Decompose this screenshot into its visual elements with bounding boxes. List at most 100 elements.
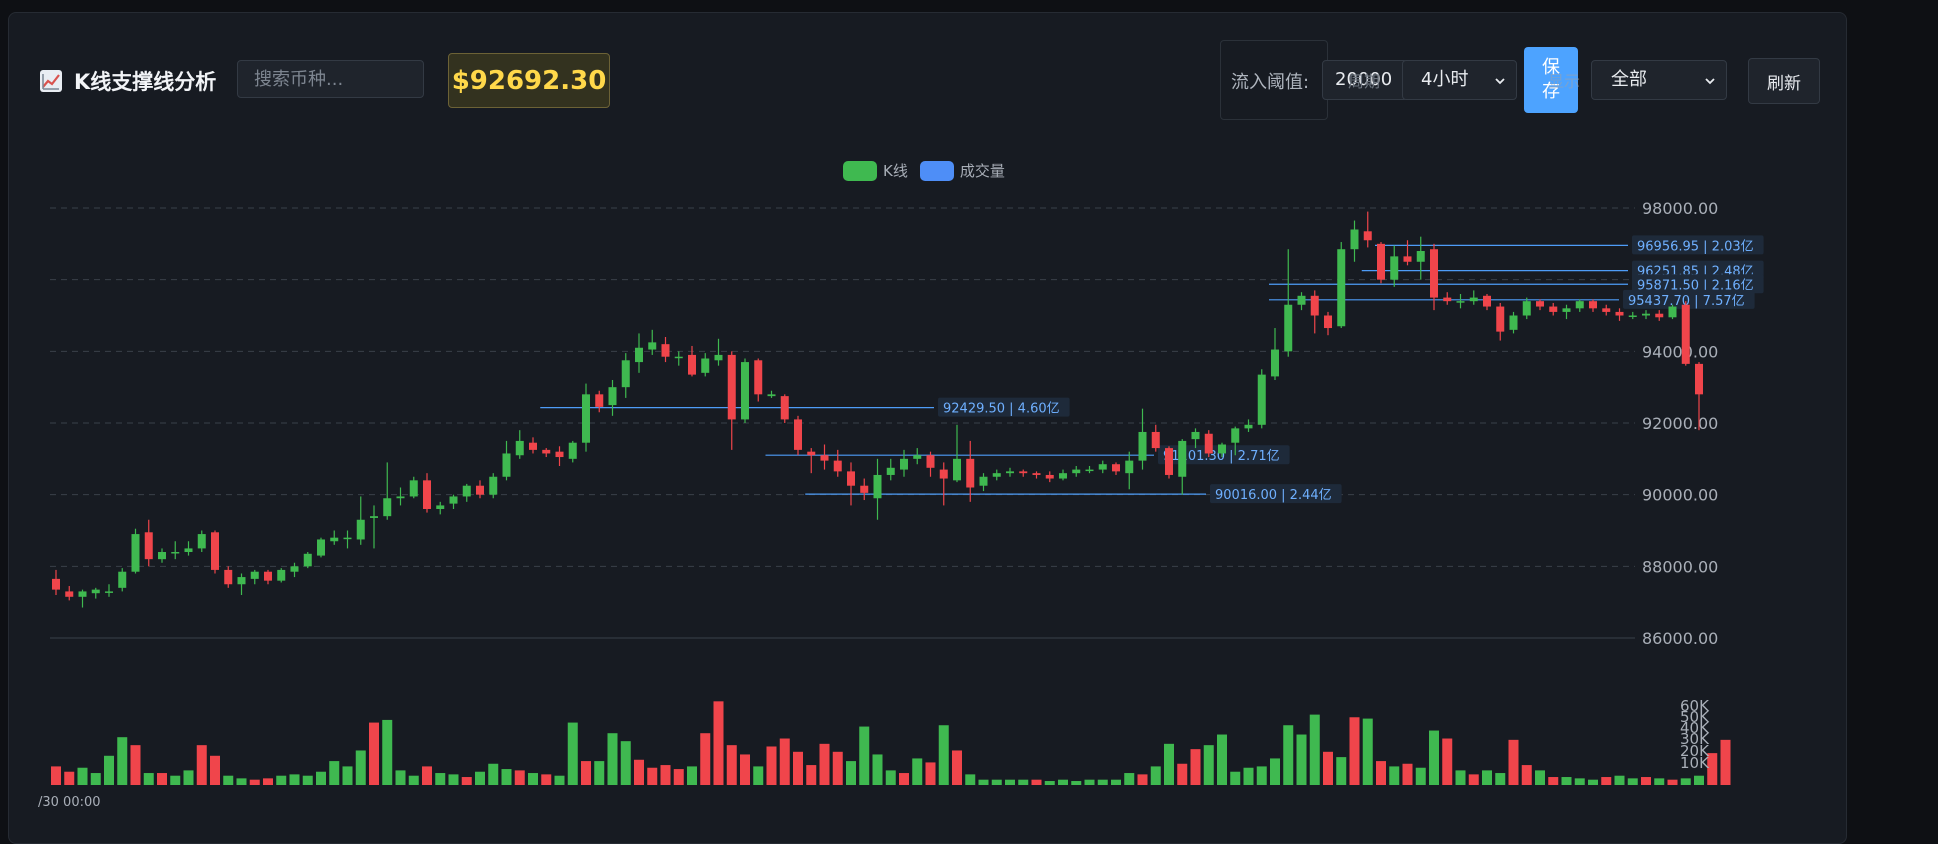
volume-bar[interactable] <box>620 741 631 785</box>
candle-body[interactable] <box>1443 297 1452 302</box>
volume-bar[interactable] <box>872 754 883 785</box>
candle-body[interactable] <box>1536 301 1544 307</box>
volume-bar[interactable] <box>77 767 88 785</box>
volume-bar[interactable] <box>408 775 419 785</box>
volume-bar[interactable] <box>647 767 658 785</box>
candle-body[interactable] <box>1509 315 1518 330</box>
candle-body[interactable] <box>264 571 272 581</box>
volume-bar[interactable] <box>1044 781 1055 785</box>
candle-body[interactable] <box>515 440 524 456</box>
candle-body[interactable] <box>1032 473 1041 475</box>
volume-bar[interactable] <box>64 771 75 785</box>
candle-body[interactable] <box>1496 306 1505 332</box>
candle-body[interactable] <box>1668 306 1677 318</box>
candle-body[interactable] <box>1257 374 1266 425</box>
volume-bar[interactable] <box>1309 714 1320 785</box>
candle-body[interactable] <box>953 458 961 481</box>
volume-bar[interactable] <box>289 774 300 785</box>
volume-bar[interactable] <box>793 751 803 785</box>
threshold-input[interactable]: 20000 <box>1322 60 1408 100</box>
volume-bar[interactable] <box>51 766 61 785</box>
volume-bar[interactable] <box>1296 734 1307 785</box>
volume-bar[interactable] <box>196 745 207 785</box>
volume-bar[interactable] <box>1707 753 1718 785</box>
candle-body[interactable] <box>65 591 74 597</box>
volume-bar[interactable] <box>740 754 750 785</box>
volume-bar[interactable] <box>779 738 790 785</box>
candle-body[interactable] <box>1085 469 1094 472</box>
volume-bar[interactable] <box>1455 770 1466 785</box>
volume-bar[interactable] <box>1495 773 1506 785</box>
volume-bar[interactable] <box>1190 749 1201 785</box>
candle-body[interactable] <box>1231 428 1240 443</box>
volume-bar[interactable] <box>1084 779 1095 785</box>
candle-body[interactable] <box>78 591 87 597</box>
candle-body[interactable] <box>1019 471 1028 474</box>
candle-body[interactable] <box>714 354 723 361</box>
volume-bar[interactable] <box>753 766 764 785</box>
volume-bar[interactable] <box>1137 774 1148 785</box>
volume-bar[interactable] <box>263 778 273 785</box>
candle-body[interactable] <box>1456 301 1465 303</box>
candle-body[interactable] <box>423 480 431 509</box>
volume-bar[interactable] <box>1376 761 1386 785</box>
volume-bar[interactable] <box>859 726 870 785</box>
volume-bar[interactable] <box>1058 779 1068 785</box>
candle-body[interactable] <box>1059 473 1067 479</box>
candle-body[interactable] <box>250 571 259 579</box>
candle-body[interactable] <box>873 474 882 499</box>
candle-body[interactable] <box>317 539 325 556</box>
volume-bar[interactable] <box>1601 777 1612 785</box>
volume-bar[interactable] <box>634 759 644 785</box>
candle-body[interactable] <box>462 485 471 497</box>
candle-body[interactable] <box>741 362 749 420</box>
candle-body[interactable] <box>1244 424 1253 429</box>
candle-body[interactable] <box>542 449 551 454</box>
candle-body[interactable] <box>1589 301 1597 309</box>
candle-body[interactable] <box>1310 295 1319 316</box>
volume-bar[interactable] <box>1270 758 1280 785</box>
candle-body[interactable] <box>370 516 378 518</box>
volume-bar[interactable] <box>302 775 313 785</box>
volume-bar[interactable] <box>806 765 817 785</box>
candle-body[interactable] <box>688 354 696 375</box>
volume-bar[interactable] <box>1508 739 1519 785</box>
volume-bar[interactable] <box>1336 757 1347 785</box>
volume-bar[interactable] <box>329 761 340 785</box>
candle-body[interactable] <box>1138 431 1147 461</box>
volume-bar[interactable] <box>660 765 671 785</box>
candle-body[interactable] <box>1642 313 1650 316</box>
volume-bar[interactable] <box>236 778 247 785</box>
volume-bar[interactable] <box>1641 777 1651 785</box>
volume-bar[interactable] <box>223 775 234 785</box>
candle-body[interactable] <box>52 578 60 590</box>
volume-bar[interactable] <box>395 770 406 785</box>
volume-bar[interactable] <box>1548 777 1559 785</box>
volume-bar[interactable] <box>183 770 194 785</box>
candle-body[interactable] <box>1271 349 1279 377</box>
volume-bar[interactable] <box>276 775 287 785</box>
candle-body[interactable] <box>237 577 246 585</box>
candle-body[interactable] <box>449 496 458 504</box>
candle-body[interactable] <box>900 458 908 470</box>
candle-body[interactable] <box>1430 249 1438 298</box>
volume-bar[interactable] <box>700 733 711 785</box>
timeframe-select[interactable]: 4小时 <box>1402 60 1517 100</box>
candle-body[interactable] <box>886 467 895 475</box>
candle-body[interactable] <box>1615 311 1624 316</box>
volume-bar[interactable] <box>1720 739 1731 785</box>
candle-body[interactable] <box>197 534 206 549</box>
candle-body[interactable] <box>648 342 657 350</box>
search-input[interactable] <box>237 60 424 98</box>
candle-body[interactable] <box>1284 304 1293 352</box>
volume-bar[interactable] <box>514 770 525 785</box>
volume-bar[interactable] <box>461 777 472 785</box>
volume-bar[interactable] <box>832 751 843 785</box>
candle-body[interactable] <box>979 476 988 486</box>
volume-bar[interactable] <box>965 774 976 785</box>
candle-body[interactable] <box>224 569 233 585</box>
volume-bar[interactable] <box>1031 779 1042 785</box>
candle-body[interactable] <box>780 396 789 420</box>
volume-bar[interactable] <box>1150 766 1161 785</box>
candle-body[interactable] <box>330 537 339 542</box>
